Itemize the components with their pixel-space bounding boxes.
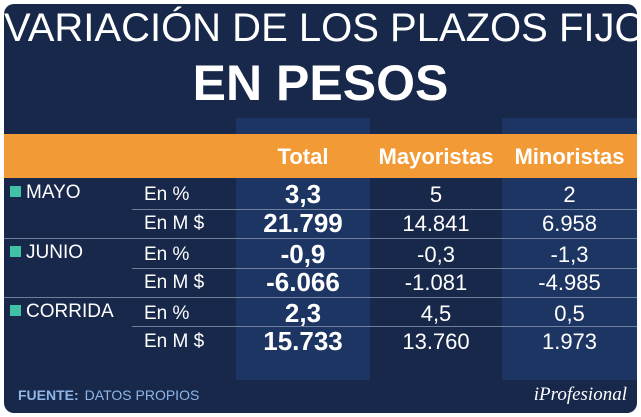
cell-minoristas: 6.958	[502, 211, 637, 237]
source-text: DATOS PROPIOS	[85, 387, 200, 403]
row-separator	[132, 209, 637, 210]
cell-minoristas: -4.985	[502, 270, 637, 296]
row-unit: En M $	[144, 213, 204, 235]
row-unit: En %	[144, 303, 189, 325]
cell-minoristas: 0,5	[502, 301, 637, 327]
row-group-corrida: CORRIDA	[10, 301, 114, 323]
column-header-total: Total	[236, 144, 370, 170]
cell-minoristas: 2	[502, 182, 637, 208]
row-unit: En %	[144, 184, 189, 206]
cell-total: 21.799	[236, 208, 370, 239]
cell-mayoristas: 5	[370, 182, 502, 208]
title-line-1: VARIACIÓN DE LOS PLAZOS FIJOS	[4, 6, 637, 51]
bullet-icon	[10, 186, 21, 197]
source-label: FUENTE:	[18, 387, 79, 403]
row-group-junio: JUNIO	[10, 242, 83, 264]
cell-total: 2,3	[236, 298, 370, 329]
row-unit: En M $	[144, 331, 204, 353]
column-header-minoristas: Minoristas	[502, 144, 637, 170]
cell-mayoristas: 4,5	[370, 301, 502, 327]
cell-minoristas: -1,3	[502, 242, 637, 268]
title-line-2: EN PESOS	[4, 54, 637, 112]
cell-mayoristas: -1.081	[370, 270, 502, 296]
row-group-mayo: MAYO	[10, 182, 81, 204]
row-separator	[132, 268, 637, 269]
iprofesional-logo: iProfesional	[534, 384, 627, 406]
column-header-mayoristas: Mayoristas	[370, 144, 502, 170]
cell-total: 15.733	[236, 326, 370, 357]
bullet-icon	[10, 305, 21, 316]
source-footer: FUENTE: DATOS PROPIOS	[18, 387, 199, 403]
cell-total: -6.066	[236, 267, 370, 298]
cell-mayoristas: 13.760	[370, 329, 502, 355]
cell-mayoristas: -0,3	[370, 242, 502, 268]
row-unit: En M $	[144, 272, 204, 294]
infographic-card: VARIACIÓN DE LOS PLAZOS FIJOS EN PESOS T…	[4, 4, 637, 413]
cell-total: -0,9	[236, 239, 370, 270]
cell-total: 3,3	[236, 179, 370, 210]
cell-mayoristas: 14.841	[370, 211, 502, 237]
bullet-icon	[10, 246, 21, 257]
row-unit: En %	[144, 244, 189, 266]
cell-minoristas: 1.973	[502, 329, 637, 355]
